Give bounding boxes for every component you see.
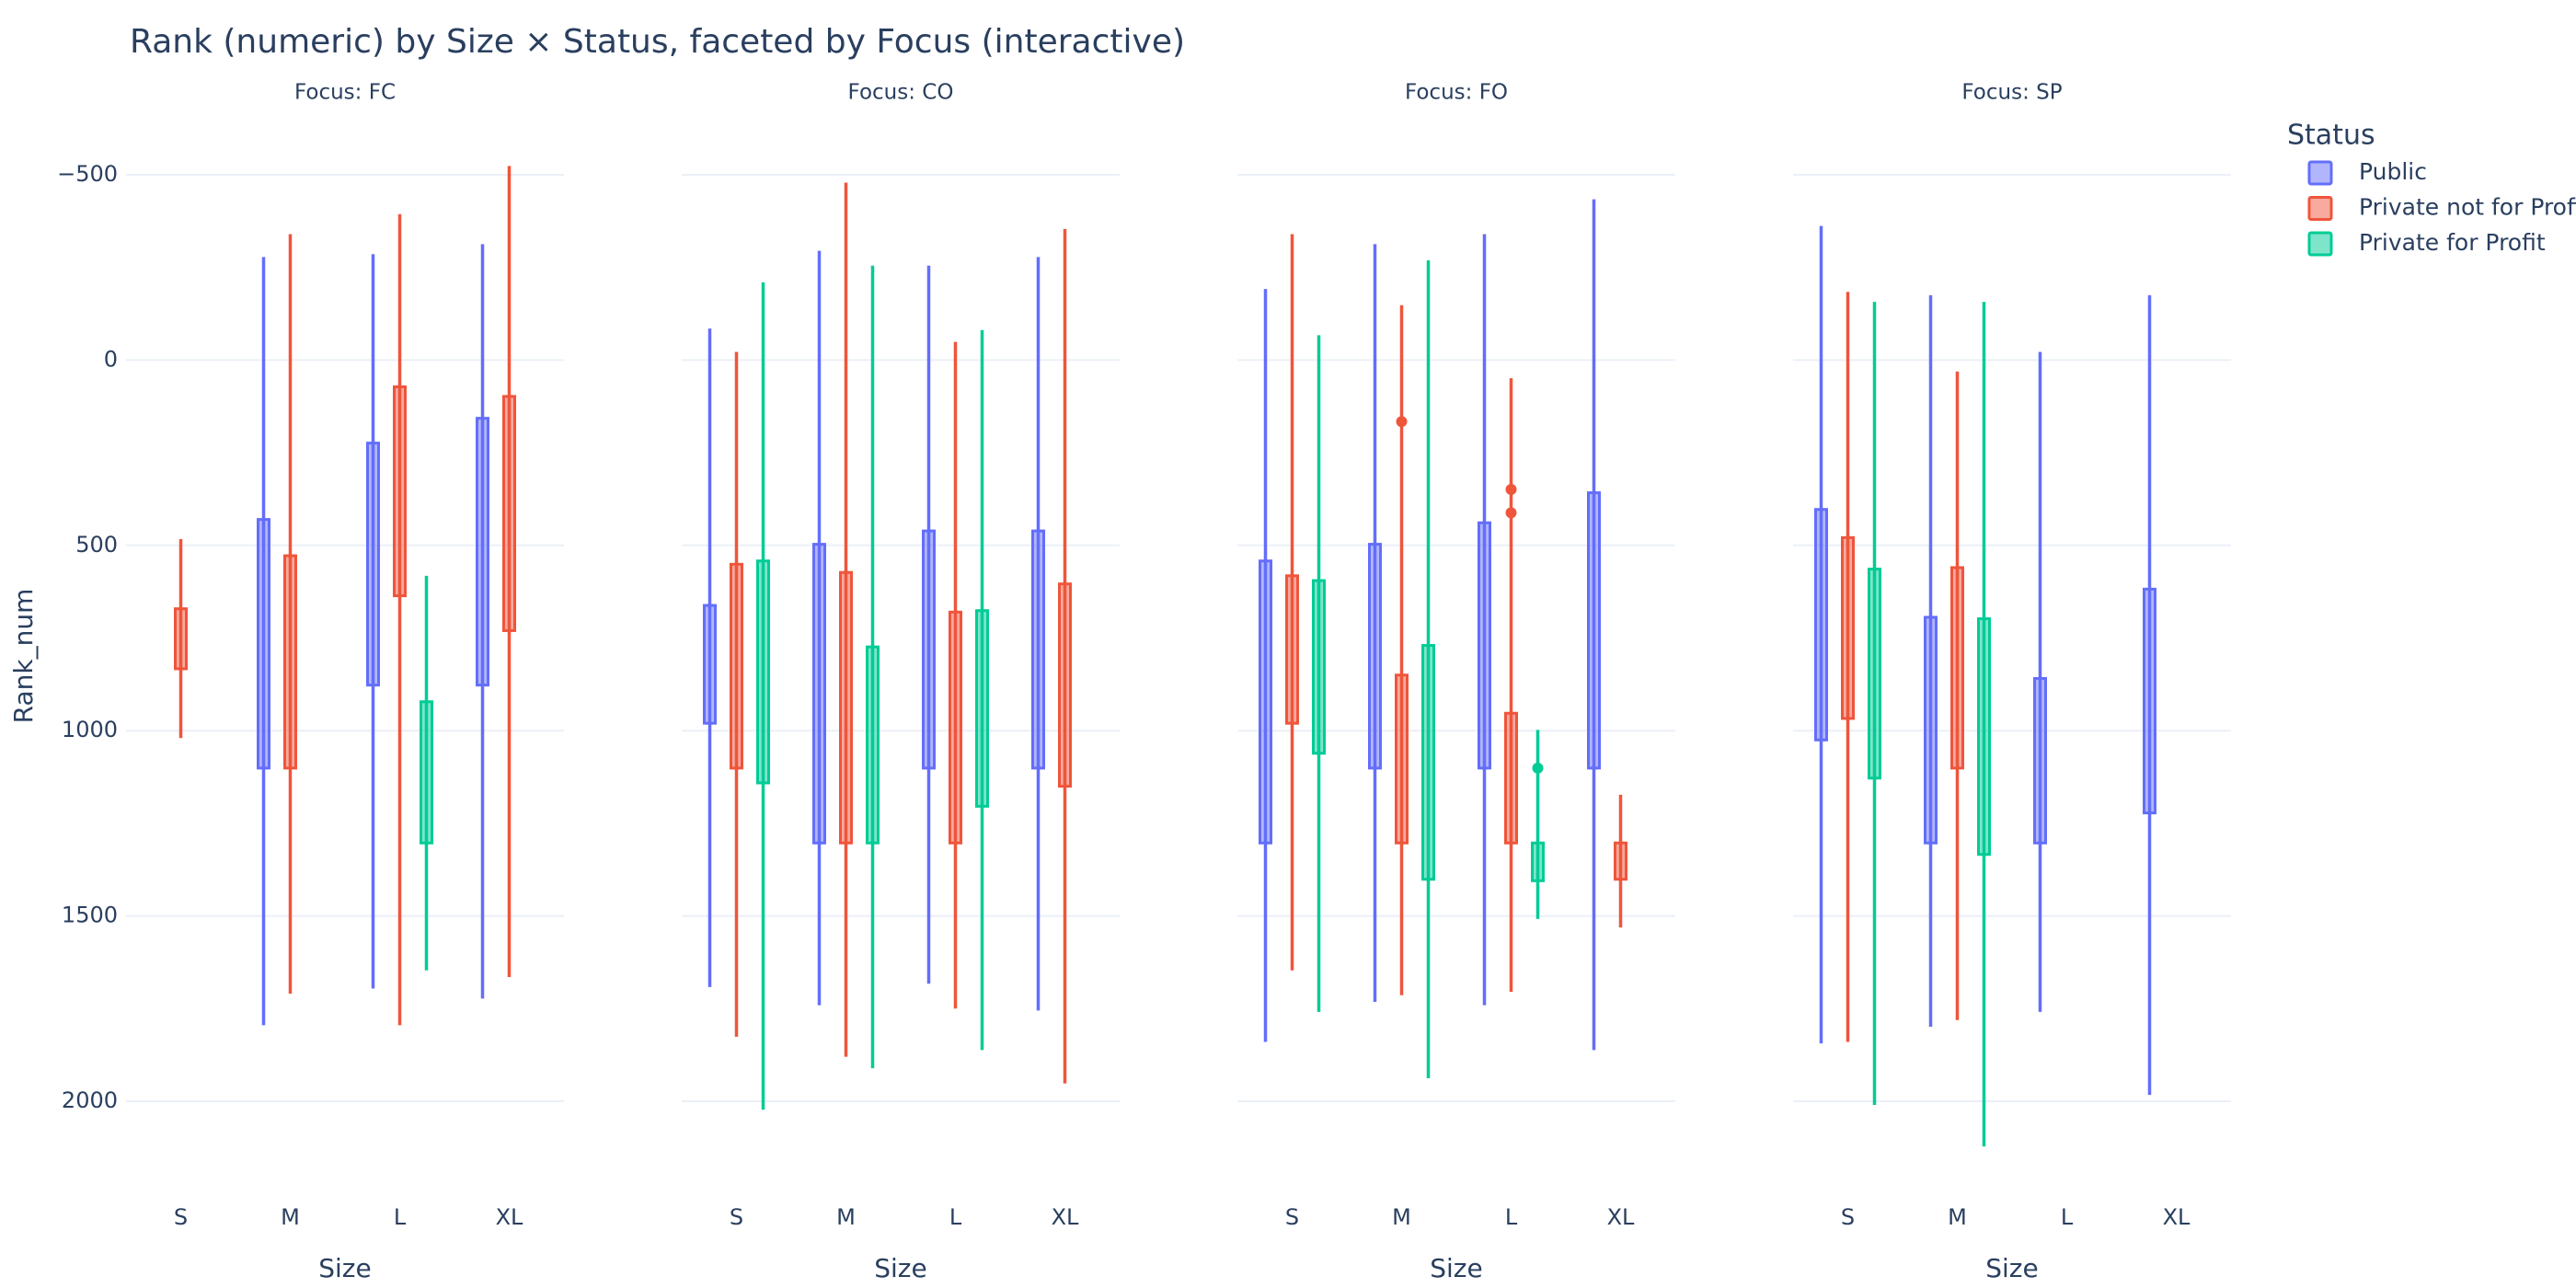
outlier-point bbox=[1505, 507, 1517, 519]
x-tick-label: L bbox=[394, 1204, 407, 1230]
box bbox=[1421, 644, 1435, 881]
legend-swatch[interactable] bbox=[2307, 231, 2333, 257]
x-tick-label: M bbox=[836, 1204, 856, 1230]
box bbox=[1368, 543, 1382, 770]
x-tick-label: S bbox=[730, 1204, 743, 1230]
x-tick-label: S bbox=[174, 1204, 188, 1230]
y-tick-label: 2000 bbox=[62, 1087, 118, 1113]
box bbox=[1395, 673, 1409, 845]
legend-label[interactable]: Private not for Profit bbox=[2359, 194, 2576, 221]
legend-label[interactable]: Private for Profit bbox=[2359, 229, 2546, 256]
legend-swatch[interactable] bbox=[2307, 196, 2333, 221]
box bbox=[1814, 508, 1828, 742]
y-tick-label: 1000 bbox=[62, 717, 118, 742]
box bbox=[922, 529, 936, 770]
facet-title: Focus: FC bbox=[294, 81, 396, 105]
box bbox=[283, 554, 297, 770]
legend-swatch[interactable] bbox=[2307, 160, 2333, 186]
legend-title: Status bbox=[2287, 120, 2375, 152]
legend-label[interactable]: Public bbox=[2359, 158, 2427, 185]
box bbox=[1504, 711, 1518, 845]
box bbox=[257, 518, 270, 770]
x-tick-label: L bbox=[949, 1204, 962, 1230]
x-tick-label: M bbox=[281, 1204, 300, 1230]
x-axis-label: Size bbox=[1985, 1253, 2038, 1283]
facet-title: Focus: CO bbox=[848, 81, 954, 105]
y-tick-label: 0 bbox=[104, 346, 118, 372]
x-tick-label: L bbox=[1505, 1204, 1518, 1230]
box bbox=[866, 645, 880, 845]
box bbox=[1285, 574, 1299, 725]
outlier-point bbox=[1396, 416, 1408, 428]
x-tick-label: XL bbox=[496, 1204, 523, 1230]
box bbox=[1977, 617, 1991, 857]
box bbox=[1031, 529, 1045, 770]
box bbox=[1259, 559, 1272, 845]
box bbox=[1924, 615, 1938, 845]
box bbox=[1478, 521, 1491, 770]
facet-title: Focus: SP bbox=[1961, 81, 2062, 105]
y-tick-label: 1500 bbox=[62, 903, 118, 928]
outlier-point bbox=[1505, 483, 1517, 495]
x-tick-label: S bbox=[1285, 1204, 1299, 1230]
box bbox=[476, 417, 489, 687]
box bbox=[1841, 535, 1855, 720]
facet-title: Focus: FO bbox=[1405, 81, 1508, 105]
box bbox=[1950, 566, 1964, 770]
x-tick-label: XL bbox=[1607, 1204, 1635, 1230]
x-tick-label: M bbox=[1392, 1204, 1411, 1230]
box bbox=[1614, 841, 1627, 881]
box bbox=[393, 385, 407, 598]
box bbox=[1531, 841, 1545, 882]
y-tick-label: −500 bbox=[57, 161, 118, 187]
box bbox=[812, 543, 826, 845]
x-tick-label: XL bbox=[2163, 1204, 2191, 1230]
box bbox=[1587, 491, 1601, 770]
box bbox=[949, 610, 962, 845]
box bbox=[730, 562, 743, 770]
x-axis-label: Size bbox=[874, 1253, 926, 1283]
y-axis-label: Rank_num bbox=[8, 589, 39, 724]
x-tick-label: L bbox=[2061, 1204, 2074, 1230]
box bbox=[975, 609, 989, 808]
box bbox=[2033, 676, 2047, 845]
box bbox=[1868, 568, 1881, 780]
box bbox=[839, 570, 853, 845]
box bbox=[1312, 579, 1326, 755]
box bbox=[1058, 582, 1072, 788]
x-tick-label: S bbox=[1841, 1204, 1855, 1230]
chart-title: Rank (numeric) by Size × Status, faceted… bbox=[130, 23, 1185, 61]
box bbox=[174, 607, 188, 671]
box bbox=[502, 395, 516, 632]
x-axis-label: Size bbox=[1430, 1253, 1482, 1283]
box bbox=[756, 559, 770, 785]
box bbox=[420, 700, 433, 845]
box bbox=[2143, 587, 2156, 815]
y-tick-label: 500 bbox=[75, 532, 118, 558]
x-axis-label: Size bbox=[318, 1253, 371, 1283]
box bbox=[703, 604, 717, 725]
box bbox=[366, 442, 380, 687]
x-tick-label: XL bbox=[1052, 1204, 1079, 1230]
outlier-point bbox=[1532, 762, 1544, 774]
x-tick-label: M bbox=[1948, 1204, 1967, 1230]
